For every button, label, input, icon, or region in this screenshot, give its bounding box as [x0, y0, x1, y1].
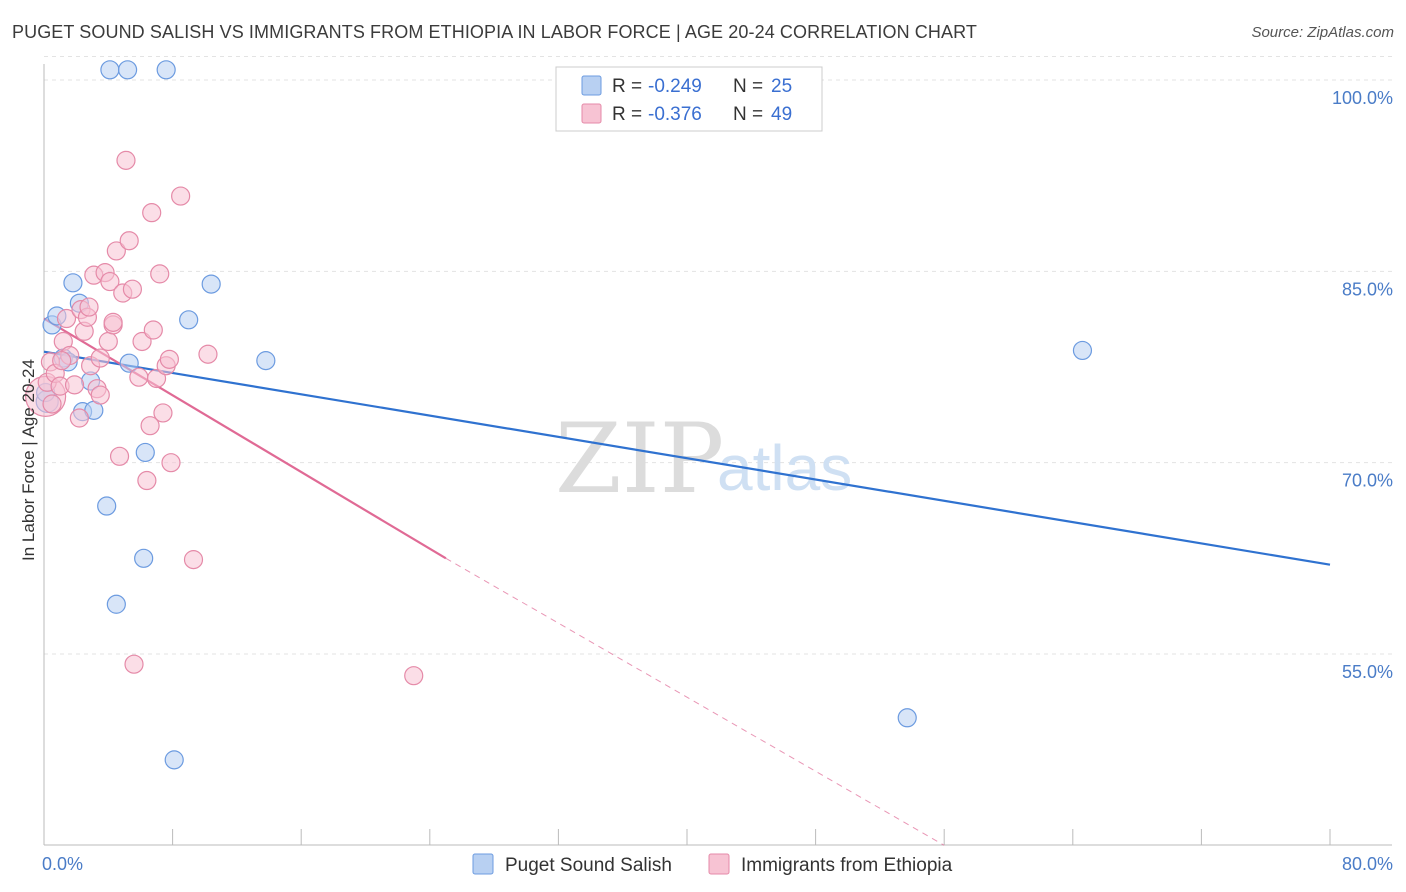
- x-tick-label-1: 80.0%: [1342, 854, 1393, 874]
- point-pink-28: [124, 654, 144, 674]
- y-tick-label-3: 55.0%: [1342, 662, 1393, 682]
- bottom-legend: Puget Sound Salish Immigrants from Ethio…: [472, 853, 953, 876]
- point-pink-25: [116, 150, 136, 170]
- y-axis-label: In Labor Force | Age 20-24: [19, 359, 38, 561]
- y-tick-labels: 100.0% 85.0% 70.0% 55.0%: [1332, 88, 1393, 682]
- point-pink-42: [183, 550, 204, 570]
- point-pink-6: [56, 308, 77, 329]
- point-blue-19: [179, 310, 199, 330]
- watermark-atlas: atlas: [717, 432, 852, 504]
- bottom-legend-label-pink: Immigrants from Ethiopia: [741, 855, 953, 876]
- point-blue-20: [201, 274, 221, 294]
- legend-swatch-blue: [581, 75, 602, 96]
- y-tick-label-1: 85.0%: [1342, 279, 1393, 299]
- point-pink-23: [109, 446, 130, 466]
- point-pink-29: [129, 367, 149, 387]
- point-pink-27: [122, 279, 143, 299]
- point-pink-32: [140, 416, 160, 436]
- axes: [43, 64, 1392, 846]
- point-blue-5: [63, 273, 83, 293]
- point-pink-20: [100, 271, 120, 292]
- x-tick-label-0: 0.0%: [42, 854, 83, 874]
- point-pink-30: [132, 331, 152, 352]
- point-pink-45: [42, 394, 62, 414]
- legend: R = -0.249 N = 25 R = -0.376 N = 49: [555, 66, 823, 132]
- point-blue-13: [119, 353, 139, 373]
- legend-r-label-2: R =: [612, 104, 642, 125]
- point-pink-43: [198, 344, 218, 364]
- point-pink-16: [90, 385, 110, 405]
- point-blue-21: [256, 351, 276, 371]
- point-pink-48: [103, 312, 123, 332]
- y-tick-label-0: 100.0%: [1332, 88, 1393, 108]
- legend-n-value-1: 25: [771, 76, 792, 97]
- trend-line-ext-pink: [445, 557, 945, 846]
- point-blue-18: [164, 750, 184, 770]
- watermark-zip: ZIP: [555, 403, 724, 515]
- point-pink-46: [52, 351, 72, 371]
- legend-r-value-1: -0.249: [648, 76, 702, 97]
- legend-n-value-2: 49: [771, 104, 792, 125]
- bottom-legend-swatch-pink: [708, 853, 730, 875]
- point-pink-41: [171, 186, 191, 206]
- data-points: [25, 60, 1093, 770]
- point-pink-17: [90, 348, 110, 368]
- point-blue-11: [100, 60, 120, 80]
- point-blue-22: [1072, 340, 1093, 361]
- point-pink-37: [153, 403, 173, 423]
- point-pink-22: [106, 241, 126, 261]
- point-pink-19: [98, 331, 118, 352]
- point-blue-16: [106, 594, 126, 614]
- x-tick-labels: 0.0% 80.0%: [42, 854, 1393, 874]
- point-pink-47: [79, 297, 99, 317]
- point-blue-23: [897, 708, 917, 728]
- point-pink-33: [142, 203, 162, 223]
- point-blue-10: [97, 496, 117, 516]
- point-blue-17: [156, 60, 176, 80]
- point-pink-44: [404, 666, 424, 686]
- bottom-legend-label-blue: Puget Sound Salish: [505, 855, 672, 876]
- source-label: Source: ZipAtlas.com: [1251, 24, 1394, 41]
- bottom-legend-swatch-blue: [472, 853, 494, 875]
- legend-r-value-2: -0.376: [648, 104, 702, 125]
- legend-swatch-pink: [581, 103, 602, 124]
- point-pink-9: [69, 408, 89, 428]
- point-pink-31: [137, 470, 157, 491]
- legend-n-label-2: N =: [733, 104, 763, 125]
- trend-line-pink: [43, 317, 447, 560]
- grid: [44, 55, 1392, 655]
- point-pink-35: [146, 368, 167, 389]
- trend-lines: [43, 317, 1331, 846]
- point-blue-14: [134, 548, 154, 568]
- trend-line-blue: [43, 350, 1331, 566]
- point-pink-36: [150, 264, 170, 284]
- point-pink-39: [159, 349, 179, 369]
- chart-title: PUGET SOUND SALISH VS IMMIGRANTS FROM ET…: [12, 22, 977, 42]
- point-blue-12: [117, 60, 138, 80]
- legend-n-label-1: N =: [733, 76, 763, 97]
- point-pink-26: [119, 231, 139, 251]
- point-pink-40: [161, 453, 181, 473]
- legend-r-label-1: R =: [612, 76, 642, 97]
- y-tick-label-2: 70.0%: [1342, 471, 1393, 491]
- watermark: ZIP atlas: [555, 403, 852, 515]
- point-blue-15: [135, 442, 155, 463]
- point-pink-8: [64, 375, 85, 395]
- point-pink-34: [143, 320, 163, 340]
